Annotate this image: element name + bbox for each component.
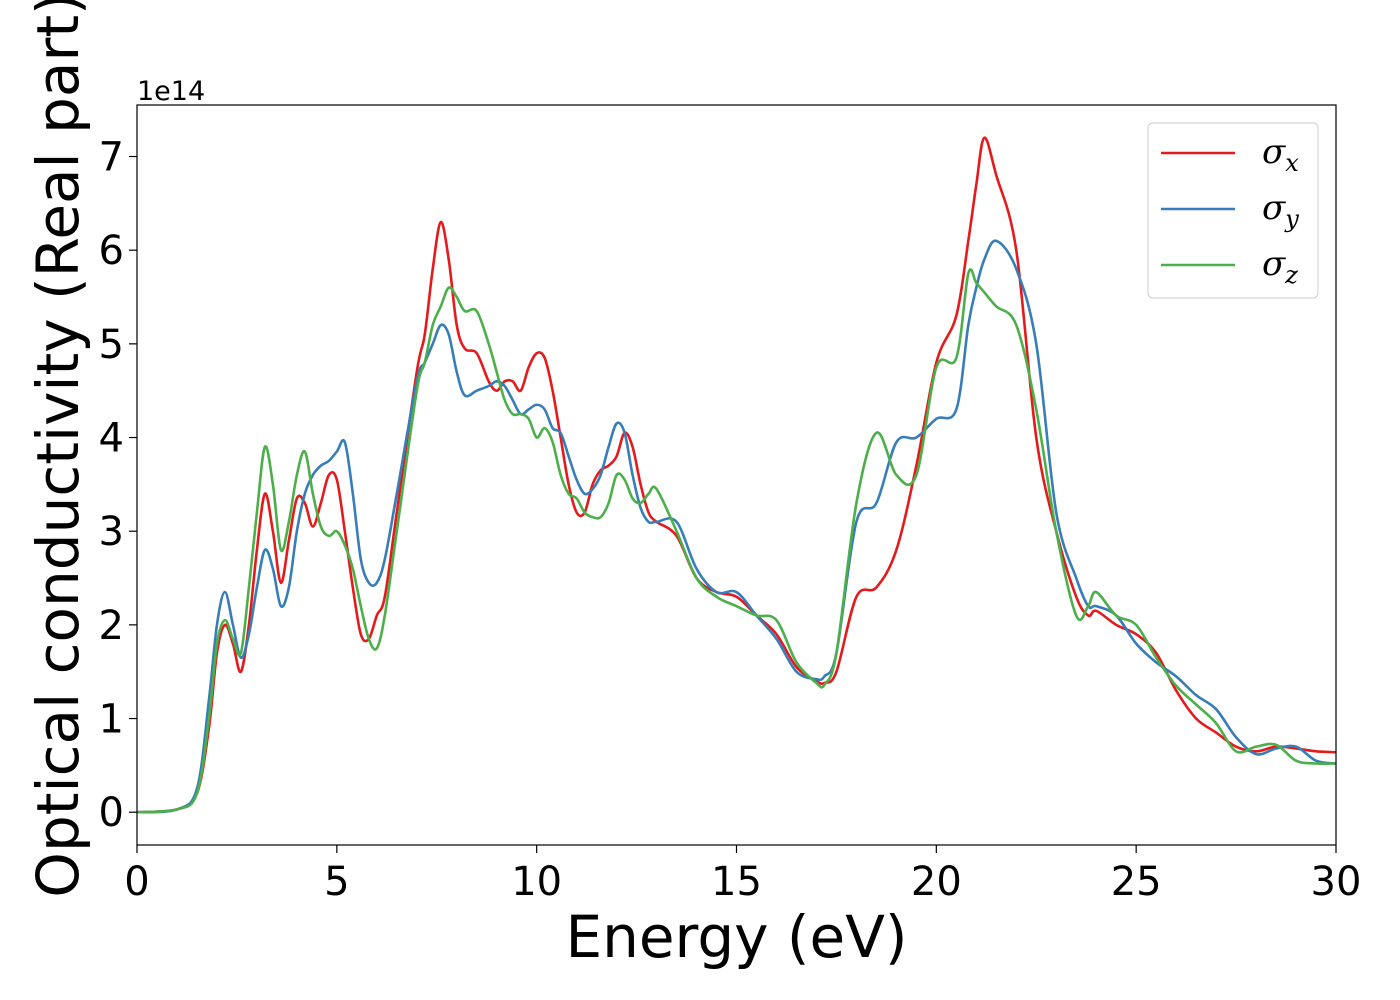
- y-tick-label: 0: [99, 790, 124, 836]
- x-tick-label: 15: [711, 859, 762, 905]
- legend-frame: [1147, 122, 1319, 299]
- y-offset-label: 1e14: [137, 76, 205, 107]
- x-tick-label: 0: [124, 859, 149, 905]
- y-axis-label: Optical conductivity (Real part): [24, 0, 92, 898]
- x-tick-label: 10: [511, 859, 562, 905]
- x-axis-label: Energy (eV): [565, 903, 907, 971]
- series-line-z: [137, 268, 1336, 814]
- ticks-layer: 0 5 10 15 20 25 30 0 1 2 3 4 5 6 7: [99, 135, 1362, 905]
- series-line-x: [137, 136, 1336, 814]
- legend-label-y: σy: [1262, 188, 1299, 233]
- y-tick-label: 3: [99, 509, 124, 555]
- legend-label-z: σz: [1262, 244, 1298, 289]
- series-layer: [137, 136, 1336, 814]
- legend: σx σy σz: [1147, 122, 1319, 299]
- x-tick-label: 5: [324, 859, 349, 905]
- legend-label-x: σx: [1262, 132, 1299, 177]
- x-tick-label: 25: [1111, 859, 1162, 905]
- x-tick-label: 20: [911, 859, 962, 905]
- y-tick-label: 1: [99, 697, 124, 743]
- y-tick-label: 5: [99, 322, 124, 368]
- y-tick-label: 6: [99, 228, 124, 274]
- y-tick-label: 7: [99, 135, 124, 181]
- y-tick-label: 2: [99, 603, 124, 649]
- y-tick-label: 4: [99, 416, 124, 462]
- x-tick-label: 30: [1311, 859, 1362, 905]
